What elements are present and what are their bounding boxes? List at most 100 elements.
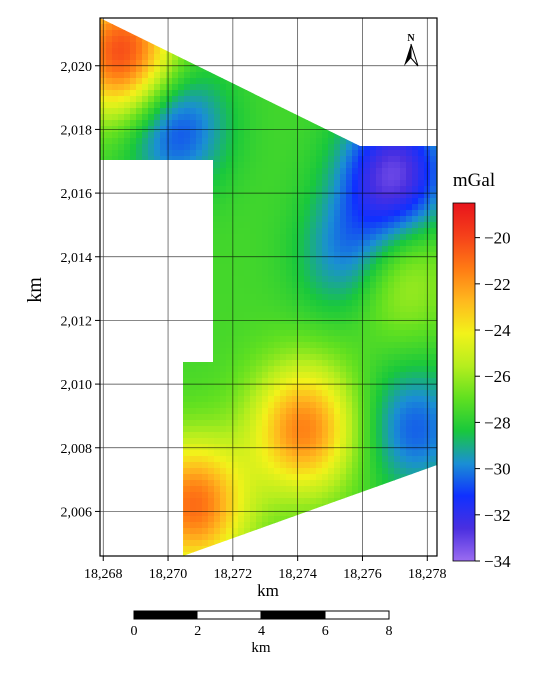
anomaly-cell — [298, 402, 305, 409]
anomaly-cell — [334, 222, 341, 229]
anomaly-cell — [370, 456, 377, 463]
anomaly-cell — [232, 456, 239, 463]
anomaly-cell — [256, 378, 263, 385]
anomaly-cell — [238, 306, 245, 313]
anomaly-cell — [346, 492, 353, 499]
anomaly-cell — [178, 102, 185, 109]
anomaly-cell — [292, 114, 299, 121]
anomaly-cell — [112, 90, 119, 97]
anomaly-cell — [394, 330, 401, 337]
anomaly-cell — [274, 336, 281, 343]
anomaly-cell — [400, 270, 407, 277]
anomaly-cell — [298, 312, 305, 319]
anomaly-cell — [430, 282, 437, 289]
anomaly-cell — [124, 138, 131, 145]
anomaly-cell — [382, 282, 389, 289]
anomaly-cell — [262, 360, 269, 367]
anomaly-cell — [328, 468, 335, 475]
anomaly-cell — [400, 264, 407, 271]
anomaly-cell — [220, 396, 227, 403]
anomaly-cell — [238, 480, 245, 487]
anomaly-cell — [370, 420, 377, 427]
anomaly-cell — [250, 438, 257, 445]
anomaly-cell — [178, 114, 185, 121]
anomaly-cell — [400, 432, 407, 439]
anomaly-cell — [214, 378, 221, 385]
anomaly-cell — [382, 366, 389, 373]
anomaly-cell — [238, 426, 245, 433]
anomaly-cell — [220, 330, 227, 337]
anomaly-cell — [400, 390, 407, 397]
anomaly-cell — [418, 306, 425, 313]
anomaly-cell — [430, 276, 437, 283]
anomaly-cell — [310, 294, 317, 301]
anomaly-cell — [214, 336, 221, 343]
anomaly-cell — [232, 390, 239, 397]
anomaly-cell — [190, 540, 197, 547]
anomaly-cell — [292, 414, 299, 421]
anomaly-cell — [226, 228, 233, 235]
anomaly-cell — [130, 108, 137, 115]
anomaly-cell — [160, 102, 167, 109]
anomaly-cell — [340, 234, 347, 241]
anomaly-cell — [250, 354, 257, 361]
anomaly-cell — [226, 528, 233, 535]
anomaly-cell — [184, 534, 191, 541]
anomaly-cell — [412, 468, 419, 475]
anomaly-cell — [328, 192, 335, 199]
anomaly-cell — [370, 348, 377, 355]
anomaly-cell — [286, 156, 293, 163]
anomaly-cell — [232, 528, 239, 535]
anomaly-cell — [208, 90, 215, 97]
anomaly-cell — [418, 228, 425, 235]
anomaly-cell — [406, 366, 413, 373]
anomaly-cell — [400, 168, 407, 175]
anomaly-cell — [328, 462, 335, 469]
anomaly-cell — [256, 264, 263, 271]
anomaly-cell — [280, 324, 287, 331]
anomaly-cell — [316, 312, 323, 319]
anomaly-cell — [352, 264, 359, 271]
anomaly-cell — [274, 420, 281, 427]
anomaly-cell — [304, 504, 311, 511]
anomaly-cell — [418, 192, 425, 199]
anomaly-cell — [262, 234, 269, 241]
anomaly-cell — [292, 324, 299, 331]
anomaly-cell — [364, 444, 371, 451]
anomaly-cell — [220, 258, 227, 265]
anomaly-cell — [202, 150, 209, 157]
anomaly-cell — [250, 294, 257, 301]
anomaly-cell — [418, 438, 425, 445]
anomaly-cell — [238, 270, 245, 277]
anomaly-cell — [328, 180, 335, 187]
anomaly-cell — [346, 384, 353, 391]
anomaly-cell — [310, 318, 317, 325]
anomaly-cell — [328, 450, 335, 457]
anomaly-cell — [304, 426, 311, 433]
anomaly-cell — [310, 408, 317, 415]
anomaly-cell — [316, 258, 323, 265]
anomaly-cell — [232, 240, 239, 247]
anomaly-cell — [124, 132, 131, 139]
anomaly-cell — [328, 234, 335, 241]
anomaly-cell — [220, 174, 227, 181]
anomaly-cell — [226, 336, 233, 343]
anomaly-cell — [292, 408, 299, 415]
anomaly-cell — [238, 234, 245, 241]
anomaly-cell — [310, 396, 317, 403]
anomaly-cell — [196, 366, 203, 373]
anomaly-cell — [328, 138, 335, 145]
anomaly-cell — [346, 420, 353, 427]
anomaly-cell — [232, 294, 239, 301]
anomaly-cell — [316, 156, 323, 163]
anomaly-cell — [220, 480, 227, 487]
anomaly-cell — [124, 144, 131, 151]
anomaly-cell — [244, 234, 251, 241]
anomaly-cell — [154, 84, 161, 91]
anomaly-cell — [286, 480, 293, 487]
anomaly-cell — [160, 144, 167, 151]
anomaly-cell — [268, 366, 275, 373]
anomaly-cell — [172, 72, 179, 79]
anomaly-cell — [214, 150, 221, 157]
anomaly-cell — [220, 390, 227, 397]
